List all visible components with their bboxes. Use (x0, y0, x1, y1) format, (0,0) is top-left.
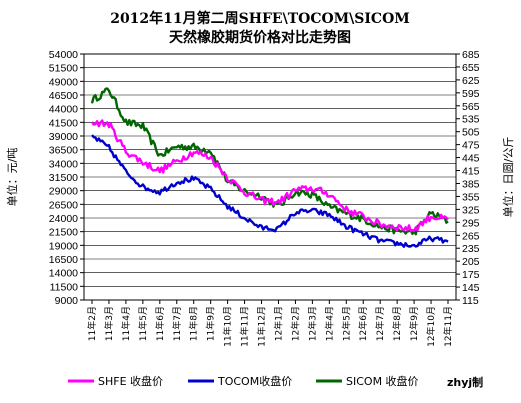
x-tick-label: 12年1月 (272, 306, 284, 341)
plot-area (83, 53, 457, 301)
y-axis-right: 6856556255955655355054754454153853553252… (456, 49, 480, 307)
y-left-tick-label: 34000 (49, 158, 78, 170)
y-left-tick-label: 29000 (49, 186, 78, 198)
y-right-tick-label: 535 (462, 114, 480, 126)
y-right-tick-label: 295 (462, 217, 480, 229)
y-left-tick-label: 31500 (49, 172, 78, 184)
x-tick-label: 12年3月 (306, 306, 318, 341)
x-tick-label: 11年11月 (239, 306, 251, 347)
y-left-tick-label: 16500 (49, 254, 78, 266)
x-axis: 11年2月 11年3月 11年4月 11年5月 11年6月 11年7月 11年8月 11年9月… (86, 300, 454, 347)
series-line-1 (91, 134, 449, 248)
x-tick-label: 11年9月 (205, 306, 217, 341)
y-left-tick-label: 39000 (49, 131, 78, 143)
x-tick-label: 11年10月 (222, 306, 234, 347)
y-right-tick-label: 145 (462, 282, 480, 294)
x-tick-label: 11年3月 (103, 306, 115, 341)
y-left-tick-label: 36500 (49, 145, 78, 157)
x-tick-label: 12年5月 (340, 306, 352, 341)
y-left-tick-label: 9000 (55, 295, 79, 307)
y-right-tick-label: 115 (462, 295, 479, 307)
x-tick-label: 11年5月 (137, 306, 149, 341)
y-right-tick-label: 205 (462, 256, 480, 268)
y-right-tick-label: 505 (462, 127, 480, 139)
y-left-tick-label: 49000 (49, 76, 78, 88)
x-tick-label: 12年7月 (374, 306, 386, 341)
chart-title: 2012年11月第二周SHFE\TOCOM\SICOM (110, 10, 410, 27)
legend-label: TOCOM收盘价 (217, 374, 292, 388)
y-right-tick-label: 385 (462, 178, 480, 190)
x-tick-label: 11年7月 (171, 306, 183, 341)
y-left-tick-label: 19000 (49, 240, 78, 252)
y-right-tick-label: 655 (462, 62, 480, 74)
y-left-tick-label: 44000 (49, 104, 78, 116)
x-tick-label: 12年9月 (408, 306, 420, 341)
y-right-tick-label: 355 (462, 191, 480, 203)
y-right-tick-label: 565 (462, 101, 480, 113)
y-right-tick-label: 265 (462, 230, 480, 242)
x-tick-label: 11年2月 (86, 306, 98, 341)
x-tick-label: 11年4月 (120, 306, 132, 341)
y-left-tick-label: 46500 (49, 90, 78, 102)
x-tick-label: 11年12月 (256, 306, 268, 347)
chart-subtitle: 天然橡胶期货价格对比走势图 (169, 29, 351, 46)
legend-label: SICOM 收盘价 (346, 374, 419, 388)
x-tick-label: 12年10月 (425, 306, 437, 347)
y-right-tick-label: 235 (462, 243, 480, 255)
x-tick-label: 11年6月 (154, 306, 166, 341)
y-left-tick-label: 14000 (49, 268, 78, 280)
y-right-tick-label: 625 (462, 75, 480, 87)
legend-label: SHFE 收盘价 (98, 374, 163, 388)
y-right-tick-label: 595 (462, 88, 480, 100)
x-tick-label: 12年4月 (323, 306, 335, 341)
y-left-tick-label: 21500 (49, 227, 78, 239)
x-tick-label: 11年8月 (188, 306, 200, 341)
x-tick-label: 12年8月 (391, 306, 403, 341)
x-tick-label: 12年6月 (357, 306, 369, 341)
y-left-tick-label: 51500 (49, 63, 78, 75)
y-right-tick-label: 685 (462, 49, 480, 61)
legend: SHFE 收盘价 TOCOM收盘价 SICOM 收盘价 (68, 374, 419, 388)
series-layer (90, 87, 449, 248)
y-left-tick-label: 24000 (49, 213, 78, 225)
series-line-0 (90, 119, 449, 232)
x-tick-label: 12年2月 (289, 306, 301, 341)
x-tick-label: 12年11月 (442, 306, 454, 347)
y-right-tick-label: 475 (462, 140, 480, 152)
y-axis-left-label: 单位：元/吨 (5, 148, 19, 207)
y-right-tick-label: 175 (462, 269, 480, 281)
y-right-tick-label: 445 (462, 153, 480, 165)
credit-text: zhyj制 (447, 375, 483, 389)
y-right-tick-label: 325 (462, 204, 480, 216)
y-axis-right-label: 单位：日圆/公斤 (501, 137, 515, 218)
y-left-tick-label: 11500 (50, 281, 79, 293)
series-line-2 (90, 87, 449, 236)
y-right-tick-label: 415 (462, 166, 480, 178)
y-left-tick-label: 41500 (49, 117, 78, 129)
y-left-tick-label: 26500 (49, 199, 78, 211)
y-left-tick-label: 54000 (49, 49, 78, 61)
